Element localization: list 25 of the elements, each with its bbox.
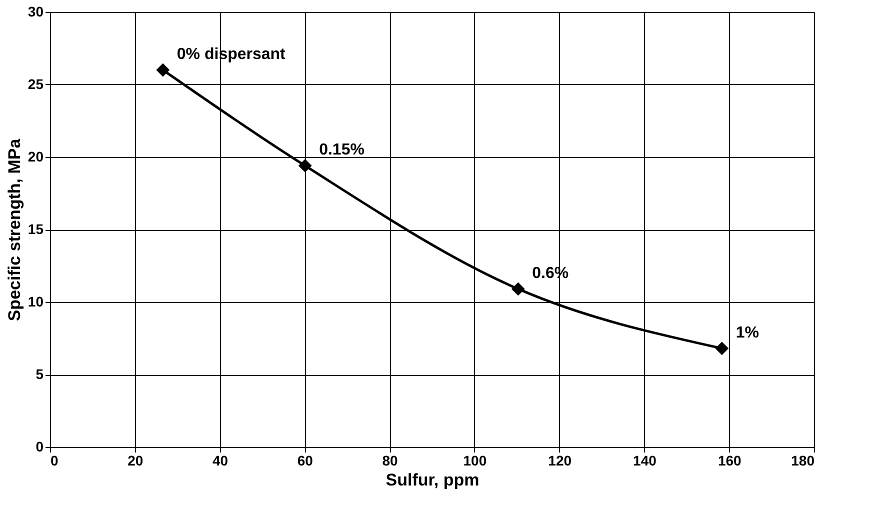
point xyxy=(511,282,525,296)
x-tick-label: 120 xyxy=(548,452,572,468)
y-tick-label: 15 xyxy=(28,221,44,237)
annotation: 0.15% xyxy=(319,142,364,159)
y-tick-label: 25 xyxy=(28,76,44,92)
x-tick-label: 140 xyxy=(633,452,657,468)
y-tick-label: 5 xyxy=(36,366,44,382)
x-tick-label: 180 xyxy=(791,452,815,468)
annotation: 1% xyxy=(736,324,760,342)
y-tick-label: 20 xyxy=(28,148,44,164)
x-axis-title: Sulfur, ppm xyxy=(386,470,480,490)
x-tick-label: 40 xyxy=(212,452,228,468)
x-tick-label: 60 xyxy=(297,452,314,468)
point xyxy=(298,158,312,172)
x-tick-label: 0 xyxy=(50,452,58,468)
y-axis-title: Specific strength, MPa xyxy=(4,138,24,322)
x-tick-label: 100 xyxy=(463,452,487,468)
y-tick-label: 10 xyxy=(28,294,44,310)
x-tick-label: 20 xyxy=(128,452,144,468)
y-tick-label: 0 xyxy=(36,438,44,454)
x-tick-label: 160 xyxy=(718,452,742,468)
point xyxy=(156,63,170,77)
x-tick-label: 80 xyxy=(382,452,398,468)
point xyxy=(715,342,729,356)
y-tick-label: 30 xyxy=(28,4,44,20)
